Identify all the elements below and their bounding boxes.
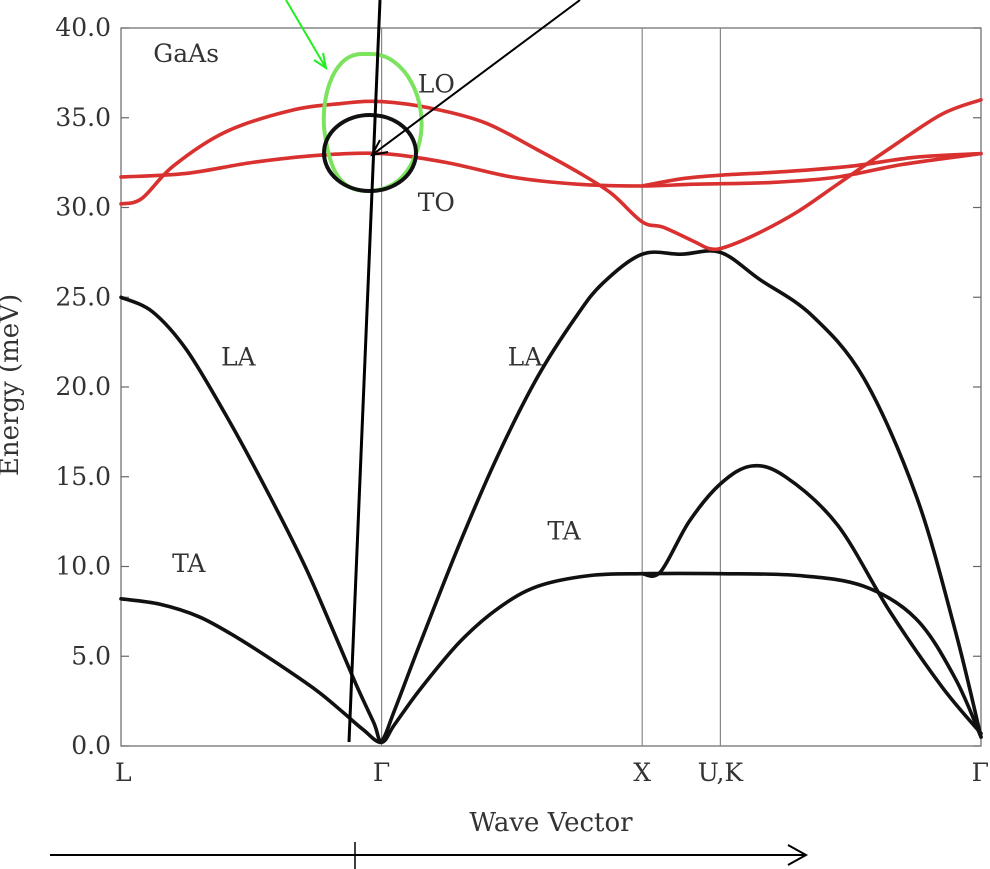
y-tick-label: 40.0 bbox=[55, 13, 111, 42]
y-tick-label: 10.0 bbox=[55, 552, 111, 581]
x-tick-label: L bbox=[115, 758, 132, 787]
x-tick-label: Γ bbox=[972, 758, 989, 787]
mode-labels: GaAs LO TO LA TA LA TA bbox=[153, 39, 581, 578]
y-tick-label: 5.0 bbox=[71, 641, 111, 670]
annotations bbox=[50, 0, 809, 869]
mode-label-ta: TA bbox=[172, 549, 206, 578]
y-tick-label: 20.0 bbox=[55, 372, 111, 401]
curve-la bbox=[119, 249, 983, 743]
mode-label-to: TO bbox=[418, 188, 455, 217]
x-axis-title: Wave Vector bbox=[469, 808, 633, 838]
mode-label-la: LA bbox=[508, 342, 544, 371]
mode-label-lo: LO bbox=[418, 70, 455, 99]
black-highlight-circle bbox=[322, 113, 418, 193]
x-tick-label: X bbox=[633, 758, 651, 787]
y-tick-label: 25.0 bbox=[55, 282, 111, 311]
diagonal-arrowhead bbox=[370, 139, 389, 157]
y-tick-label: 35.0 bbox=[55, 103, 111, 132]
x-axis: L Γ X U,K Γ bbox=[115, 758, 989, 787]
dispersion-curves bbox=[119, 98, 983, 745]
y-axis-title: Energy (meV) bbox=[0, 294, 25, 476]
curve-to2 bbox=[640, 151, 983, 188]
high-symmetry-lines bbox=[381, 28, 721, 746]
y-tick-label: 30.0 bbox=[55, 193, 111, 222]
curve-ta2 bbox=[640, 463, 983, 736]
bottom-arrowhead bbox=[787, 844, 809, 866]
mode-label-gaas: GaAs bbox=[153, 39, 219, 68]
curve-ta bbox=[119, 571, 983, 745]
curve-to bbox=[119, 151, 983, 188]
green-arrowhead bbox=[313, 52, 328, 71]
mode-label-la: LA bbox=[221, 342, 257, 371]
y-tick-label: 15.0 bbox=[55, 462, 111, 491]
x-tick-label: U,K bbox=[698, 758, 745, 787]
vertical-pointer-line bbox=[347, 0, 382, 743]
diagonal-arrow-line bbox=[371, 0, 581, 156]
curve-lo bbox=[119, 98, 983, 252]
mode-label-ta: TA bbox=[547, 517, 581, 546]
x-tick-label: Γ bbox=[373, 758, 390, 787]
y-tick-label: 0.0 bbox=[71, 731, 111, 760]
y-axis: 0.0 5.0 10.0 15.0 20.0 25.0 30.0 35.0 40.0 bbox=[55, 13, 981, 760]
green-arrow-line bbox=[285, 0, 327, 69]
plot-frame bbox=[120, 27, 982, 747]
